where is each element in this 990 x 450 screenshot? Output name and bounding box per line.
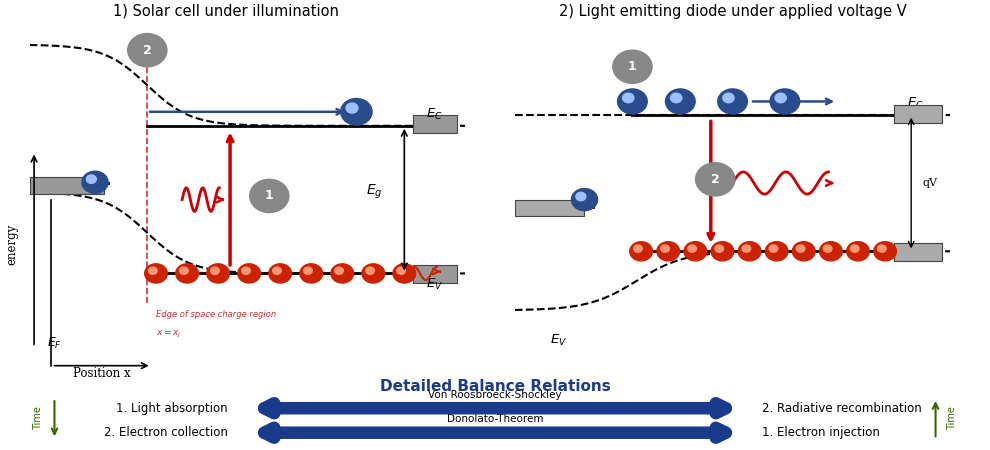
Text: energy: energy	[6, 223, 19, 265]
Circle shape	[341, 99, 372, 125]
Circle shape	[711, 242, 734, 261]
Circle shape	[365, 267, 374, 274]
Text: Position x: Position x	[73, 368, 131, 380]
Text: Time: Time	[33, 406, 43, 430]
Circle shape	[269, 264, 291, 283]
FancyBboxPatch shape	[894, 105, 941, 123]
Circle shape	[684, 242, 707, 261]
Circle shape	[796, 245, 805, 252]
Circle shape	[145, 264, 167, 283]
Circle shape	[300, 264, 323, 283]
Circle shape	[331, 264, 353, 283]
Circle shape	[618, 89, 647, 114]
Circle shape	[660, 245, 669, 252]
Circle shape	[128, 34, 167, 67]
Circle shape	[82, 171, 108, 194]
Circle shape	[179, 267, 188, 274]
FancyBboxPatch shape	[30, 177, 104, 194]
Circle shape	[742, 245, 750, 252]
Text: 1) Solar cell under illumination: 1) Solar cell under illumination	[113, 4, 339, 19]
Text: $E_V$: $E_V$	[426, 277, 444, 292]
Circle shape	[723, 93, 734, 103]
Circle shape	[824, 245, 832, 252]
Text: Edge of space charge region: Edge of space charge region	[156, 310, 276, 320]
Circle shape	[634, 245, 643, 252]
Text: 2) Light emitting diode under applied voltage V: 2) Light emitting diode under applied vo…	[558, 4, 907, 19]
Text: $E_V$: $E_V$	[549, 333, 567, 347]
Text: 1: 1	[265, 189, 273, 202]
Text: $E_C$: $E_C$	[426, 107, 443, 122]
Circle shape	[346, 103, 358, 113]
Text: 2: 2	[711, 173, 720, 186]
Circle shape	[715, 245, 724, 252]
Text: 2. Radiative recombination: 2. Radiative recombination	[762, 402, 922, 415]
Circle shape	[657, 242, 679, 261]
Circle shape	[850, 245, 859, 252]
Circle shape	[874, 242, 896, 261]
Circle shape	[148, 267, 157, 274]
Circle shape	[335, 267, 344, 274]
Circle shape	[397, 267, 406, 274]
Circle shape	[238, 264, 260, 283]
Circle shape	[242, 267, 250, 274]
Circle shape	[272, 267, 281, 274]
Circle shape	[739, 242, 761, 261]
Circle shape	[176, 264, 198, 283]
Circle shape	[304, 267, 312, 274]
Text: $E_g$: $E_g$	[365, 183, 382, 202]
Circle shape	[765, 242, 788, 261]
FancyBboxPatch shape	[515, 200, 584, 216]
FancyBboxPatch shape	[413, 265, 456, 283]
Text: qV: qV	[922, 178, 938, 188]
Circle shape	[630, 242, 652, 261]
FancyBboxPatch shape	[894, 243, 941, 261]
Circle shape	[576, 192, 586, 201]
Circle shape	[846, 242, 869, 261]
Circle shape	[207, 264, 230, 283]
Text: Detailed Balance Relations: Detailed Balance Relations	[379, 379, 611, 394]
Circle shape	[775, 93, 786, 103]
Circle shape	[211, 267, 219, 274]
Text: 1. Light absorption: 1. Light absorption	[116, 402, 228, 415]
Circle shape	[792, 242, 815, 261]
Circle shape	[623, 93, 634, 103]
Circle shape	[665, 89, 695, 114]
Circle shape	[613, 50, 652, 83]
Text: Von Roosbroeck-Shockley: Von Roosbroeck-Shockley	[429, 390, 561, 400]
Circle shape	[820, 242, 842, 261]
Text: Donolato-Theorem: Donolato-Theorem	[446, 414, 544, 424]
Text: $x = x_j$: $x = x_j$	[156, 329, 182, 340]
Circle shape	[571, 189, 598, 211]
Circle shape	[362, 264, 384, 283]
Text: $E_C$: $E_C$	[907, 96, 924, 111]
Circle shape	[86, 175, 96, 184]
Text: 1. Electron injection: 1. Electron injection	[762, 426, 880, 439]
Text: 2: 2	[143, 44, 151, 57]
FancyBboxPatch shape	[413, 116, 456, 133]
Circle shape	[770, 89, 800, 114]
Circle shape	[688, 245, 696, 252]
Text: 1: 1	[628, 60, 637, 73]
Text: $E_F$: $E_F$	[48, 336, 62, 351]
Text: 2. Electron collection: 2. Electron collection	[104, 426, 228, 439]
Circle shape	[393, 264, 416, 283]
Circle shape	[718, 89, 747, 114]
Circle shape	[696, 163, 735, 196]
Circle shape	[769, 245, 778, 252]
Text: Time: Time	[947, 406, 957, 430]
Circle shape	[249, 179, 289, 212]
Circle shape	[877, 245, 886, 252]
Circle shape	[670, 93, 682, 103]
